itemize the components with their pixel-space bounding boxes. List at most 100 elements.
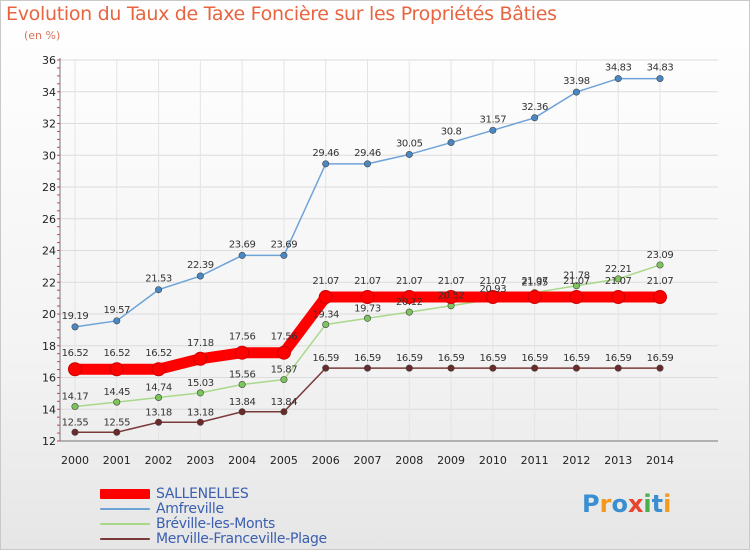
point-merville-franceville-plage — [280, 408, 288, 416]
x-tick-label: 2011 — [521, 454, 549, 467]
data-label-merville-franceville-plage: 13.18 — [145, 407, 172, 418]
point-br-ville-les-monts — [113, 398, 121, 406]
data-label-br-ville-les-monts: 20.12 — [396, 297, 423, 308]
legend-label: Amfreville — [156, 500, 224, 517]
logo-letter: r — [599, 490, 612, 518]
logo-letter: i — [643, 490, 652, 518]
legend-swatch — [100, 507, 150, 510]
point-sallenelles — [402, 290, 417, 305]
data-label-br-ville-les-monts: 15.56 — [229, 369, 256, 380]
y-tick-label: 28 — [42, 181, 56, 194]
legend-swatch — [100, 522, 150, 525]
x-tick-label: 2013 — [604, 454, 632, 467]
point-amfreville — [489, 126, 497, 134]
point-br-ville-les-monts — [656, 261, 664, 269]
data-label-amfreville: 23.69 — [271, 239, 298, 250]
data-label-amfreville: 30.8 — [441, 127, 462, 138]
y-tick-label: 34 — [42, 86, 56, 99]
point-merville-franceville-plage — [447, 364, 455, 372]
grid-lines — [60, 59, 718, 442]
data-label-amfreville: 33.98 — [563, 76, 590, 87]
point-amfreville — [405, 150, 413, 158]
point-merville-franceville-plage — [71, 428, 79, 436]
data-label-sallenelles: 21.07 — [312, 276, 339, 287]
legend-item: Bréville-les-Monts — [100, 516, 327, 532]
point-amfreville — [363, 160, 371, 168]
data-label-amfreville: 21.53 — [145, 274, 172, 285]
point-merville-franceville-plage — [489, 364, 497, 372]
legend-item: Merville-Franceville-Plage — [100, 530, 327, 547]
point-sallenelles — [193, 351, 208, 366]
x-tick-label: 2014 — [646, 454, 674, 467]
data-label-sallenelles: 17.56 — [271, 332, 298, 343]
point-sallenelles — [68, 362, 82, 377]
y-tick-label: 14 — [42, 403, 56, 416]
y-tick-label: 18 — [42, 340, 56, 353]
data-label-merville-franceville-plage: 16.59 — [396, 353, 423, 364]
point-sallenelles — [276, 345, 291, 360]
point-br-ville-les-monts — [71, 403, 79, 411]
unit-label: (en %) — [24, 29, 61, 42]
logo-letter: t — [651, 490, 664, 518]
legend-label: Merville-Franceville-Plage — [156, 530, 327, 547]
logo-letter: i — [663, 490, 672, 518]
data-label-sallenelles: 17.18 — [187, 338, 214, 349]
point-sallenelles — [318, 290, 333, 305]
data-label-sallenelles: 21.07 — [605, 276, 632, 287]
logo-letter: x — [627, 490, 644, 518]
data-label-br-ville-les-monts: 15.03 — [187, 378, 214, 389]
data-label-merville-franceville-plage: 13.84 — [271, 397, 298, 408]
point-sallenelles — [444, 290, 459, 305]
data-label-amfreville: 30.05 — [396, 138, 423, 149]
data-label-br-ville-les-monts: 23.09 — [647, 250, 674, 261]
point-br-ville-les-monts — [614, 275, 622, 283]
data-label-br-ville-les-monts: 19.73 — [354, 303, 381, 314]
point-br-ville-les-monts — [196, 389, 204, 397]
point-sallenelles — [109, 362, 124, 377]
point-sallenelles — [235, 345, 250, 360]
point-sallenelles — [485, 290, 500, 305]
data-label-amfreville: 29.46 — [354, 148, 381, 159]
x-tick-label: 2005 — [270, 454, 298, 467]
data-label-sallenelles: 21.07 — [438, 276, 465, 287]
data-label-merville-franceville-plage: 16.59 — [521, 353, 548, 364]
data-label-br-ville-les-monts: 21.35 — [521, 278, 548, 289]
point-amfreville — [656, 75, 664, 83]
point-amfreville — [447, 139, 455, 147]
data-label-br-ville-les-monts: 15.87 — [271, 365, 298, 376]
data-label-br-ville-les-monts: 14.45 — [103, 387, 130, 398]
point-sallenelles — [653, 290, 667, 305]
point-sallenelles — [569, 290, 584, 305]
x-tick-label: 2007 — [354, 454, 382, 467]
data-label-amfreville: 19.57 — [103, 305, 130, 316]
y-tick-label: 20 — [42, 308, 56, 321]
data-label-amfreville: 23.69 — [229, 239, 256, 250]
chart-title: Evolution du Taux de Taxe Foncière sur l… — [6, 3, 557, 25]
data-label-merville-franceville-plage: 12.55 — [103, 417, 130, 428]
point-amfreville — [614, 75, 622, 83]
legend-swatch — [100, 488, 150, 499]
point-merville-franceville-plage — [405, 364, 413, 372]
data-label-sallenelles: 16.52 — [103, 348, 130, 359]
point-merville-franceville-plage — [113, 428, 121, 436]
data-labels: 19.19 19.57 21.53 22.39 23.69 23.69 29.46 29.46… — [62, 63, 674, 429]
y-tick-label: 12 — [42, 435, 56, 448]
data-label-amfreville: 29.46 — [312, 148, 339, 159]
data-label-br-ville-les-monts: 19.34 — [312, 309, 339, 320]
x-tick-label: 2012 — [562, 454, 590, 467]
data-label-merville-franceville-plage: 13.84 — [229, 397, 256, 408]
point-merville-franceville-plage — [531, 364, 539, 372]
data-label-merville-franceville-plage: 16.59 — [480, 353, 507, 364]
data-label-merville-franceville-plage: 12.55 — [62, 417, 89, 428]
y-tick-label: 32 — [42, 118, 56, 131]
point-merville-franceville-plage — [238, 408, 246, 416]
x-tick-label: 2006 — [312, 454, 340, 467]
logo-letter: P — [582, 490, 600, 518]
data-label-br-ville-les-monts: 14.74 — [145, 383, 172, 394]
point-sallenelles — [527, 290, 542, 305]
point-sallenelles — [360, 290, 375, 305]
legend-label: SALLENELLES — [156, 485, 249, 502]
x-tick-label: 2000 — [61, 454, 89, 467]
data-label-sallenelles: 21.07 — [563, 276, 590, 287]
